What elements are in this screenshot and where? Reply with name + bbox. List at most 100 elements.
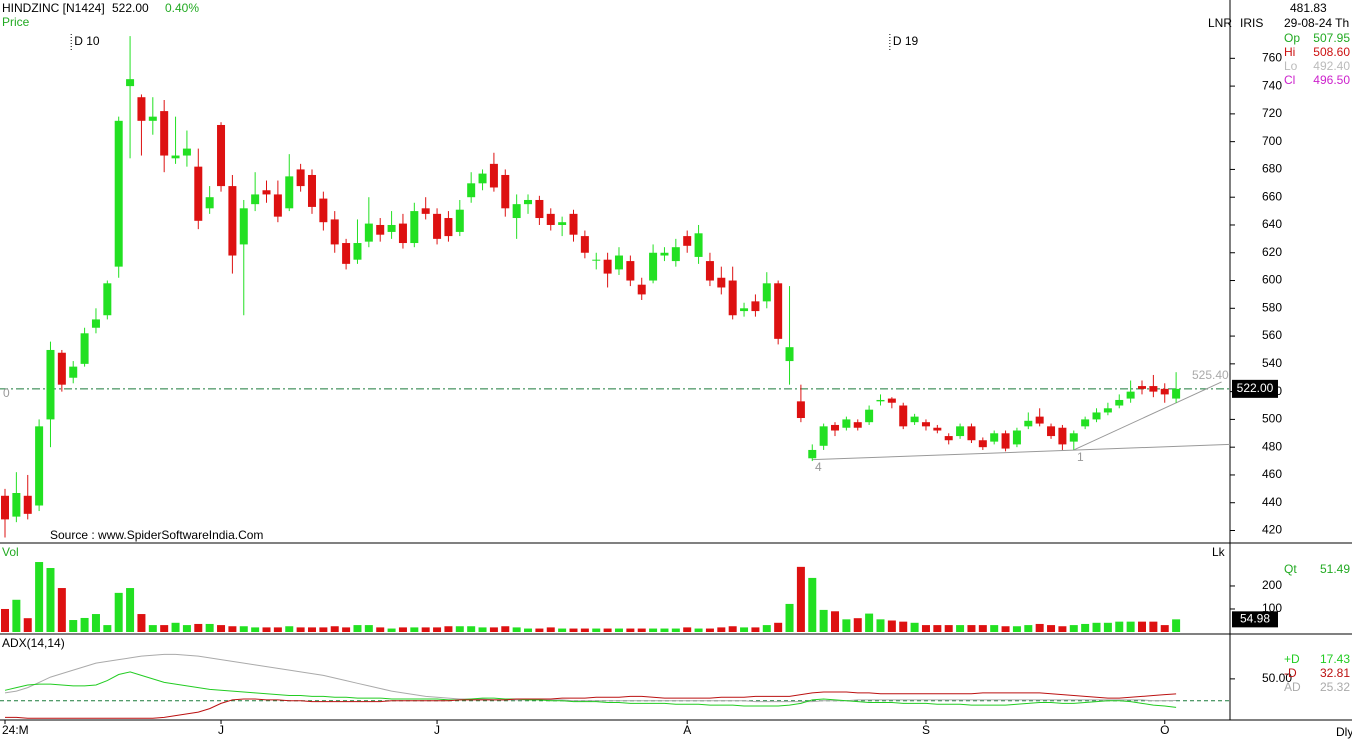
symbol: HINDZINC [N1424] (2, 1, 105, 15)
candle-body (1092, 412, 1101, 420)
volume-bar (410, 627, 419, 632)
candle-body (956, 426, 965, 437)
volume-bar (921, 625, 930, 632)
volume-bar (46, 568, 55, 632)
volume-bar (1035, 623, 1044, 632)
source: Source : www.SpiderSoftwareIndia.Com (50, 528, 263, 542)
candle-body (762, 283, 771, 302)
volume-bar (1058, 626, 1067, 632)
volume-bar (887, 620, 896, 632)
y-tick-label: 700 (1262, 134, 1282, 148)
y-tick-label: 640 (1262, 217, 1282, 231)
candle-body (478, 173, 487, 184)
candle-body (12, 493, 21, 517)
y-tick-label: 200 (1262, 578, 1282, 592)
legend-name: -D (1284, 666, 1297, 680)
candle-body (660, 252, 669, 256)
adx-line (5, 691, 1177, 719)
candle-body (524, 199, 533, 205)
volume-bar (637, 628, 646, 632)
volume-bar (831, 611, 840, 632)
candle-body (944, 436, 953, 441)
volume-bar (239, 626, 248, 632)
volume-bar (1012, 626, 1021, 632)
candle-body (1001, 433, 1010, 449)
volume-bar (592, 628, 601, 632)
candle-body (342, 243, 351, 264)
volume-bar (137, 614, 146, 632)
candle-body (603, 259, 612, 274)
volume-bar (342, 627, 351, 632)
volume-unit: Lk (1212, 545, 1226, 559)
candle-body (967, 426, 976, 441)
candle-body (1103, 408, 1112, 413)
volume-bar (489, 627, 498, 632)
volume-bar (262, 627, 271, 632)
info-value: 492.40 (1313, 59, 1350, 73)
candle-body (273, 194, 282, 217)
volume-bar (876, 619, 885, 632)
volume-box (1232, 611, 1278, 628)
candle-body (319, 198, 328, 223)
candle-body (1058, 427, 1067, 445)
x-tick-label: J (434, 723, 440, 737)
candle-body (1126, 391, 1135, 399)
candle-body (1172, 388, 1181, 399)
candle-body (535, 199, 544, 219)
candle-body (728, 280, 737, 316)
y-tick-label: 680 (1262, 162, 1282, 176)
volume-bar (524, 628, 533, 632)
swing-label: 1 (1077, 450, 1084, 464)
volume-bar (1138, 621, 1146, 632)
candle-body (182, 148, 191, 156)
volume-bar (762, 625, 771, 632)
candle-body (455, 209, 464, 232)
candle-body (46, 349, 55, 420)
volume-bar (433, 627, 442, 632)
candle-body (91, 319, 100, 328)
candle-body (353, 243, 362, 260)
candle-body (69, 366, 78, 378)
volume-bar (296, 627, 305, 632)
volume-bar (1, 608, 9, 632)
volume-bar (1081, 623, 1090, 632)
info-label: Op (1284, 31, 1300, 45)
candle-body (103, 283, 112, 316)
candle-body (580, 236, 589, 253)
candle-body (910, 416, 919, 423)
legend-value: 32.81 (1320, 666, 1350, 680)
volume-bar (1149, 621, 1158, 632)
volume-bar (182, 625, 191, 632)
candle-body (194, 166, 203, 221)
candle-body (694, 233, 703, 257)
volume-bar (853, 618, 862, 632)
volume-bar (694, 628, 703, 632)
candle-body (1, 495, 9, 520)
volume-bar (660, 628, 669, 632)
candle-body (785, 347, 794, 362)
candle-body (705, 261, 714, 281)
candle-body (546, 213, 555, 225)
y-tick-label: 600 (1262, 273, 1282, 287)
candle-body (740, 308, 749, 312)
candle-body (410, 211, 419, 244)
candle-body (23, 495, 32, 514)
volume-bar (444, 626, 453, 632)
volume-bar (1024, 625, 1033, 632)
candle-body (1035, 416, 1044, 424)
y-tick-label: 480 (1262, 439, 1282, 453)
legend-value: 25.32 (1320, 680, 1350, 694)
candle-body (330, 219, 339, 245)
volume-bar (35, 562, 44, 632)
candle-body (819, 426, 828, 446)
marker-label: D 10 (74, 34, 100, 48)
footer: Dly (1336, 725, 1352, 739)
y-tick-label: 580 (1262, 300, 1282, 314)
volume-bar (23, 618, 32, 632)
volume-bar (614, 628, 623, 632)
candle-body (649, 252, 658, 281)
candle-body (148, 116, 157, 121)
legend-name: Qt (1284, 562, 1297, 576)
